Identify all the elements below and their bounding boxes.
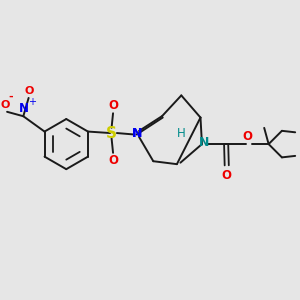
Text: N: N [199, 136, 209, 149]
Text: N: N [132, 127, 142, 140]
Text: O: O [242, 130, 252, 142]
Text: O: O [108, 99, 118, 112]
Text: H: H [177, 127, 186, 140]
Text: O: O [0, 100, 9, 110]
Text: +: + [28, 98, 36, 107]
Text: O: O [222, 169, 232, 182]
Text: N: N [131, 127, 142, 140]
Text: S: S [106, 125, 117, 140]
Text: N: N [19, 102, 29, 115]
Text: O: O [25, 86, 34, 97]
Text: -: - [8, 92, 13, 101]
Text: O: O [108, 154, 118, 167]
